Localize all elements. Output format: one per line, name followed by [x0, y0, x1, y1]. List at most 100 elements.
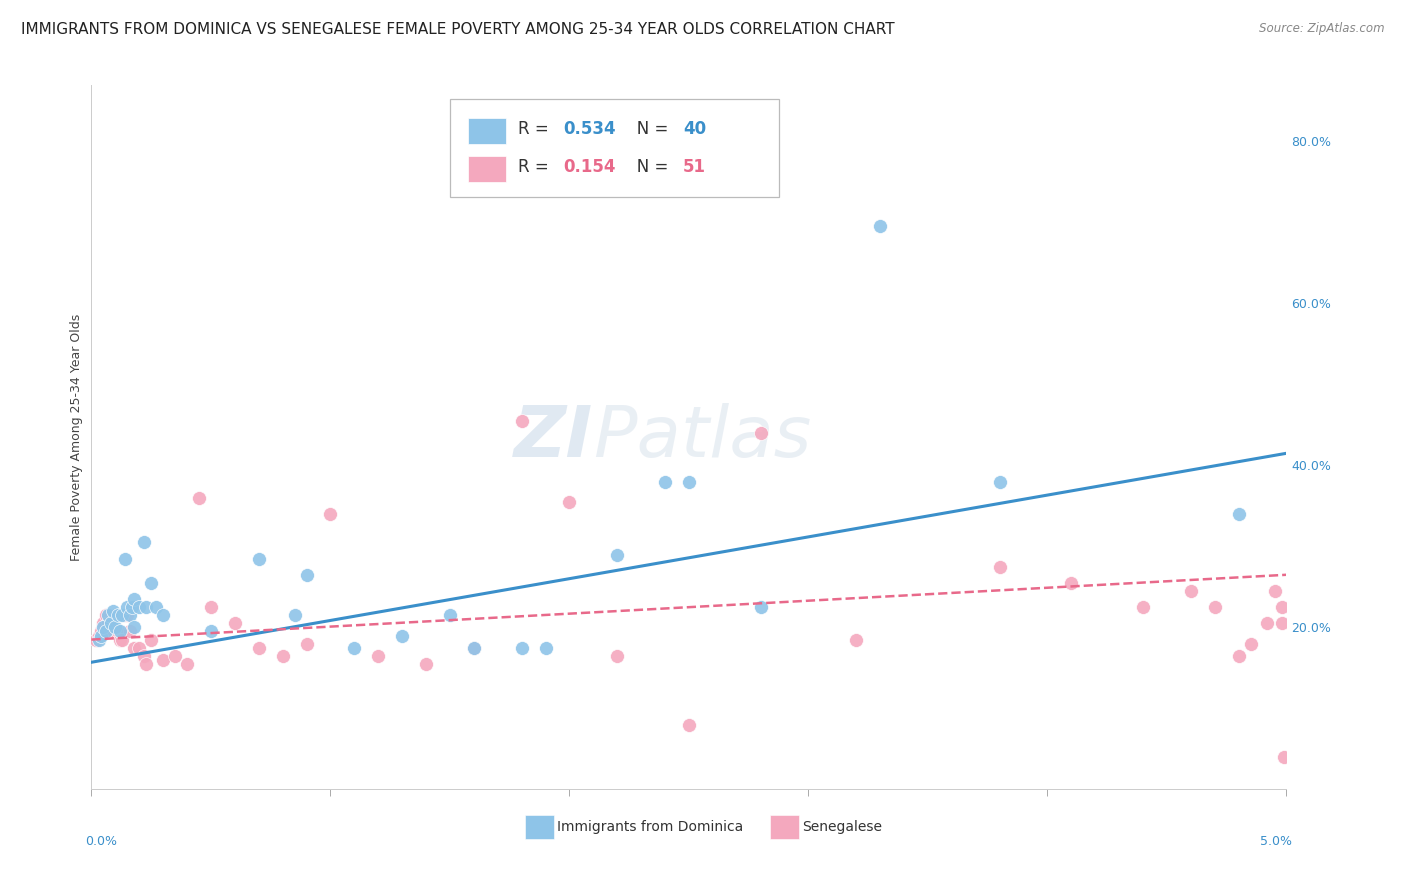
Point — [224, 616, 246, 631]
Point — [367, 648, 389, 663]
Point — [1132, 600, 1154, 615]
Text: N =: N = — [621, 120, 673, 138]
Point — [84, 632, 107, 647]
Point — [988, 559, 1011, 574]
Point — [107, 624, 129, 639]
Point — [1271, 616, 1294, 631]
Point — [108, 624, 131, 639]
Point — [101, 624, 124, 639]
Point — [1204, 600, 1226, 615]
Point — [87, 628, 110, 642]
Point — [534, 640, 557, 655]
Point — [118, 624, 141, 639]
Point — [176, 657, 198, 671]
Text: 5.0%: 5.0% — [1260, 835, 1292, 848]
Point — [163, 648, 186, 663]
Point — [1227, 648, 1250, 663]
Point — [247, 640, 270, 655]
Point — [869, 219, 891, 234]
Point — [606, 648, 628, 663]
Point — [1272, 750, 1295, 764]
Point — [128, 600, 150, 615]
Point — [749, 425, 772, 440]
Point — [152, 653, 174, 667]
Point — [104, 620, 127, 634]
Point — [1227, 507, 1250, 521]
Y-axis label: Female Poverty Among 25-34 Year Olds: Female Poverty Among 25-34 Year Olds — [70, 313, 83, 561]
Point — [124, 640, 146, 655]
Text: 0.534: 0.534 — [564, 120, 616, 138]
Point — [114, 551, 136, 566]
Point — [1180, 584, 1202, 599]
Point — [145, 600, 167, 615]
Point — [90, 624, 112, 639]
Point — [107, 608, 129, 623]
Point — [678, 475, 700, 489]
Point — [988, 475, 1011, 489]
Point — [104, 608, 127, 623]
Point — [115, 600, 138, 615]
FancyBboxPatch shape — [468, 156, 506, 182]
Point — [152, 608, 174, 623]
Point — [439, 608, 461, 623]
Point — [845, 632, 868, 647]
Text: R =: R = — [517, 158, 554, 177]
Point — [94, 608, 117, 623]
Point — [391, 628, 413, 642]
Point — [188, 491, 211, 505]
Point — [121, 600, 143, 615]
Point — [108, 632, 131, 647]
Point — [118, 608, 141, 623]
Point — [135, 657, 157, 671]
Text: 40: 40 — [683, 120, 706, 138]
Point — [463, 640, 485, 655]
Point — [510, 640, 533, 655]
Text: 51: 51 — [683, 158, 706, 177]
Point — [510, 414, 533, 428]
Point — [141, 632, 163, 647]
Point — [1256, 616, 1278, 631]
Point — [678, 717, 700, 731]
Text: Patlas: Patlas — [593, 402, 811, 472]
Point — [200, 624, 222, 639]
Text: Source: ZipAtlas.com: Source: ZipAtlas.com — [1260, 22, 1385, 36]
FancyBboxPatch shape — [526, 815, 554, 839]
Point — [749, 600, 772, 615]
Point — [295, 637, 318, 651]
Point — [100, 616, 122, 631]
Text: R =: R = — [517, 120, 554, 138]
Point — [114, 608, 136, 623]
Text: N =: N = — [621, 158, 673, 177]
Text: 0.154: 0.154 — [564, 158, 616, 177]
Point — [132, 535, 155, 549]
FancyBboxPatch shape — [450, 99, 779, 197]
Point — [1271, 600, 1294, 615]
Point — [90, 628, 112, 642]
Point — [1060, 575, 1083, 590]
Text: Immigrants from Dominica: Immigrants from Dominica — [558, 820, 744, 834]
Point — [128, 640, 150, 655]
Point — [94, 624, 117, 639]
Point — [101, 604, 124, 618]
Point — [132, 648, 155, 663]
Point — [319, 507, 342, 521]
Point — [141, 575, 163, 590]
Text: IMMIGRANTS FROM DOMINICA VS SENEGALESE FEMALE POVERTY AMONG 25-34 YEAR OLDS CORR: IMMIGRANTS FROM DOMINICA VS SENEGALESE F… — [21, 22, 894, 37]
Point — [415, 657, 437, 671]
Point — [93, 616, 115, 631]
Point — [124, 620, 146, 634]
Point — [111, 608, 134, 623]
Point — [271, 648, 294, 663]
Point — [100, 624, 122, 639]
Point — [654, 475, 676, 489]
Point — [97, 608, 120, 623]
Point — [93, 620, 115, 634]
Text: 0.0%: 0.0% — [86, 835, 118, 848]
Point — [558, 495, 581, 509]
FancyBboxPatch shape — [468, 119, 506, 144]
Point — [115, 608, 138, 623]
Text: Senegalese: Senegalese — [803, 820, 883, 834]
Point — [111, 632, 134, 647]
Point — [97, 616, 120, 631]
Point — [1240, 637, 1263, 651]
